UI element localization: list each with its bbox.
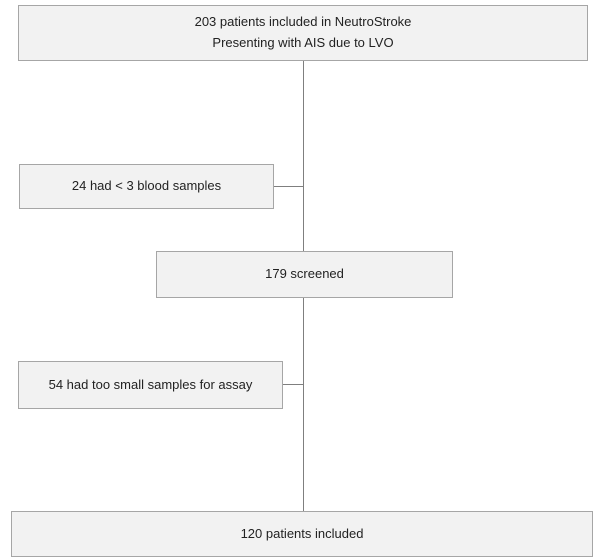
screened-text: 179 screened xyxy=(265,266,344,282)
exclusion-1-text: 24 had < 3 blood samples xyxy=(71,178,222,194)
exclusion-box-sample-size: 54 had too small samples for assay xyxy=(18,361,283,409)
connector-screened-to-final xyxy=(303,297,304,512)
enrollment-box: 203 patients included in NeutroStroke Pr… xyxy=(18,5,588,61)
connector-exclusion-1 xyxy=(273,186,303,187)
exclusion-2-text: 54 had too small samples for assay xyxy=(48,376,253,392)
enrollment-count-text: 203 patients included in NeutroStroke xyxy=(194,14,412,30)
connector-top-to-screened xyxy=(303,60,304,252)
final-included-box: 120 patients included xyxy=(11,511,593,557)
final-included-text: 120 patients included xyxy=(240,525,364,541)
exclusion-box-blood-samples: 24 had < 3 blood samples xyxy=(19,164,274,209)
connector-exclusion-2 xyxy=(282,384,303,385)
enrollment-criteria-text: Presenting with AIS due to LVO xyxy=(212,35,394,50)
screened-box: 179 screened xyxy=(156,251,453,298)
